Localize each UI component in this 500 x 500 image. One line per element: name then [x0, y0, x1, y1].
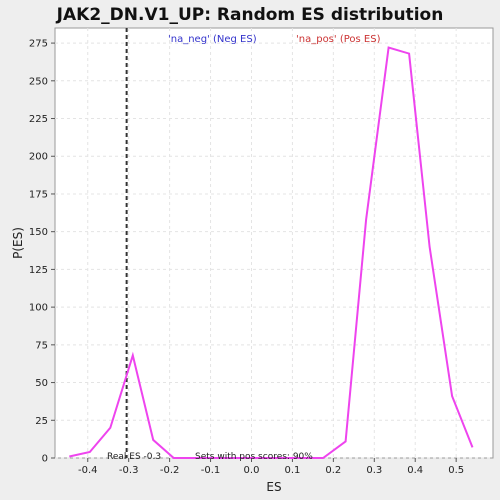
y-axis-label: P(ES)	[11, 227, 25, 259]
legend-neg-es: 'na_neg' (Neg ES)	[168, 34, 257, 45]
chart-title: JAK2_DN.V1_UP: Random ES distribution	[56, 5, 444, 25]
y-tick-label: 125	[29, 265, 48, 276]
x-tick-label: -0.1	[201, 465, 221, 476]
x-tick-label: 0.3	[366, 465, 382, 476]
x-tick-label: 0.4	[407, 465, 423, 476]
y-tick-label: 25	[35, 416, 48, 427]
x-tick-label: 0.0	[244, 465, 260, 476]
legend-pos-es: 'na_pos' (Pos ES)	[296, 34, 381, 45]
y-tick-label: 200	[29, 152, 48, 163]
x-tick-label: 0.1	[284, 465, 300, 476]
y-tick-label: 0	[42, 454, 48, 465]
plot-area	[54, 27, 494, 459]
real-es-annotation: Real ES -0.3	[107, 452, 161, 462]
y-tick-label: 250	[29, 76, 48, 87]
x-tick-label: -0.3	[119, 465, 139, 476]
x-tick-label: -0.2	[160, 465, 180, 476]
y-tick-label: 75	[35, 340, 48, 351]
y-tick-label: 150	[29, 227, 48, 238]
x-tick-label: 0.5	[448, 465, 464, 476]
x-tick-label: 0.2	[325, 465, 341, 476]
pos-scores-annotation: Sets with pos scores: 90%	[195, 452, 313, 462]
x-axis-label: ES	[266, 480, 281, 494]
x-axis-ticks: -0.4 -0.3 -0.2 -0.1 0.0 0.1 0.2 0.3 0.4 0.5	[78, 458, 464, 476]
y-tick-label: 275	[29, 39, 48, 50]
x-tick-label: -0.4	[78, 465, 98, 476]
y-tick-label: 50	[35, 378, 48, 389]
distribution-series-line	[69, 46, 474, 459]
grid-lines	[55, 28, 493, 459]
y-tick-label: 175	[29, 189, 48, 200]
y-tick-label: 225	[29, 114, 48, 125]
y-axis-ticks: 0 25 50 75 100 125 150 175 200 225 250 275	[29, 39, 55, 465]
y-tick-label: 100	[29, 303, 48, 314]
